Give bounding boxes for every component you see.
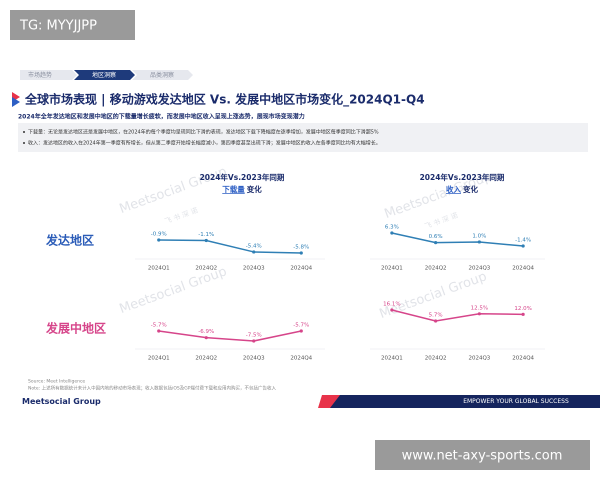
series-line (158, 330, 302, 342)
point (157, 238, 161, 242)
value-label: 6.3% (385, 225, 399, 231)
point (521, 244, 525, 248)
nav-label: 品类洞察 (150, 71, 174, 79)
value-label: -0.9% (151, 232, 167, 238)
value-label: -7.5% (246, 333, 262, 339)
nav-label: 市场趋势 (28, 71, 52, 79)
x-tick-label: 2024Q3 (243, 266, 265, 272)
value-label: -1.4% (515, 238, 531, 244)
subtitle: 2024年全年发达地区和发展中地区的下载量增长疲软，而发展中地区收入呈现上涨态势… (18, 113, 305, 121)
panel-metric: 收入 (446, 184, 461, 194)
point (434, 241, 438, 245)
bullet: 下载量：无论是发达地区还是发展中地区，在2024年的每个季度均呈现同比下滑的表现… (28, 129, 379, 136)
x-tick-label: 2024Q3 (468, 356, 490, 362)
x-tick-label: 2024Q2 (195, 356, 217, 362)
series-line (158, 239, 302, 254)
nav-tab-active[interactable] (74, 70, 135, 80)
point (204, 238, 208, 243)
row-label: 发展中地区 (45, 321, 106, 336)
panel-suffix: 变化 (463, 184, 478, 194)
overlay-text: www.net-axy-sports.com (402, 449, 563, 464)
point (390, 231, 394, 235)
footer-slogan: EMPOWER YOUR GLOBAL SUCCESS (463, 398, 569, 405)
value-label: -5.7% (151, 323, 167, 329)
nav-label: 地区洞察 (92, 71, 116, 79)
value-label: -5.7% (293, 323, 309, 329)
source: Source: Meet Intelligence (28, 379, 85, 385)
footer-left (112, 395, 335, 408)
value-label: 12.5% (471, 305, 488, 311)
x-tick-label: 2024Q2 (195, 266, 217, 272)
point (252, 339, 256, 343)
row-label: 发达地区 (45, 233, 94, 248)
panel-period: 2024年Vs.2023年同期 (200, 172, 285, 182)
x-tick-label: 2024Q4 (512, 266, 534, 272)
bullet-box (18, 123, 588, 152)
bullet-dot (23, 131, 25, 133)
panel-period: 2024年Vs.2023年同期 (420, 172, 505, 182)
point (157, 329, 161, 333)
value-label: 12.0% (514, 306, 531, 312)
x-tick-label: 2024Q1 (148, 266, 170, 272)
title: 全球市场表现 | 移动游戏发达地区 Vs. 发展中地区市场变化_2024Q1-Q… (24, 92, 425, 108)
value-label: -1.1% (198, 232, 214, 238)
x-tick-label: 2024Q4 (290, 266, 312, 272)
value-label: -6.9% (198, 329, 214, 335)
x-tick-label: 2024Q2 (425, 356, 447, 362)
overlay-box (10, 10, 135, 40)
point (299, 329, 303, 333)
x-tick-label: 2024Q1 (148, 356, 170, 362)
footer-logo: Meetsocial Group (22, 397, 101, 406)
value-label: 1.0% (472, 233, 486, 239)
x-tick-label: 2024Q2 (425, 266, 447, 272)
panel-metric-line: 下载量 变化 (222, 184, 262, 194)
point (252, 250, 256, 254)
value-label: 16.1% (383, 302, 400, 308)
bullet-dot (23, 142, 25, 144)
note: Note: 上述所有数据统计未计入中国内地的移动市场表现；收入数据包括iOS及G… (28, 385, 276, 392)
x-tick-label: 2024Q4 (290, 356, 312, 362)
footer-bar (330, 395, 600, 408)
series-line (391, 309, 524, 322)
point (299, 251, 303, 255)
x-tick-label: 2024Q3 (468, 266, 490, 272)
overlay-text: TG: MYYJJPP (19, 19, 97, 34)
value-label: -5.8% (293, 245, 309, 251)
point (477, 240, 481, 244)
title-icon (12, 97, 20, 107)
nav-tab[interactable] (132, 70, 193, 80)
point (390, 308, 394, 312)
point (204, 336, 208, 340)
series-line (391, 232, 524, 247)
panel-suffix: 变化 (247, 184, 262, 194)
value-label: -5.4% (246, 243, 262, 249)
point (434, 319, 438, 323)
x-tick-label: 2024Q1 (381, 356, 403, 362)
point (477, 312, 481, 316)
value-label: 0.6% (429, 234, 443, 240)
bullet: 收入：发达地区的收入在2024年第一季度有所增长，但从第二季度开始增长幅度减小，… (28, 140, 381, 147)
nav-tab[interactable] (20, 70, 77, 80)
x-tick-label: 2024Q3 (243, 356, 265, 362)
x-tick-label: 2024Q1 (381, 266, 403, 272)
value-label: 5.7% (429, 313, 443, 319)
x-tick-label: 2024Q4 (512, 356, 534, 362)
overlay-box (375, 440, 590, 470)
point (521, 312, 525, 316)
panel-metric-line: 收入 变化 (446, 184, 478, 194)
panel-metric: 下载量 (222, 184, 245, 194)
